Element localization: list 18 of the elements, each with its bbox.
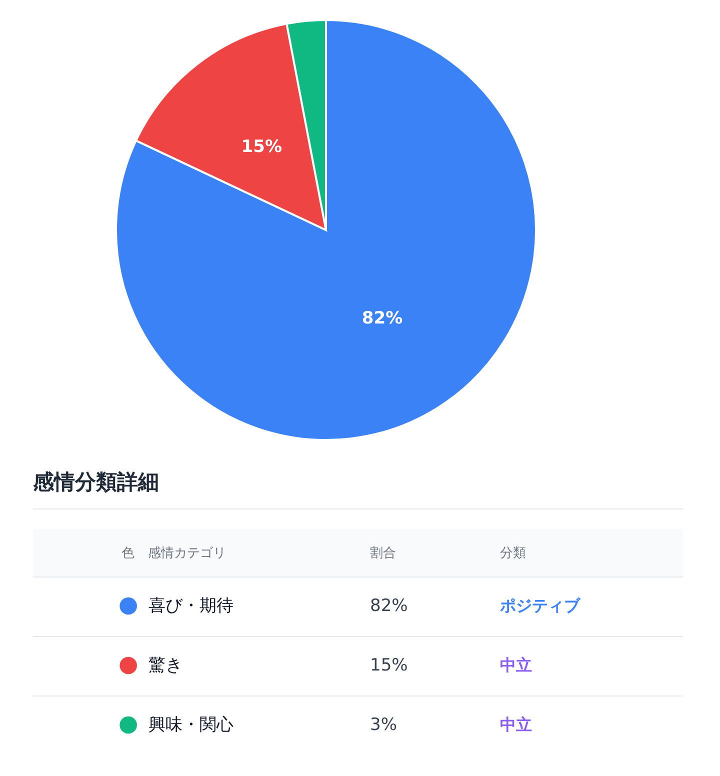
text: 感情カテゴリ [148, 546, 226, 561]
text: 割合 [370, 546, 396, 561]
text: 中立 [500, 656, 532, 674]
data-label: 82% [362, 308, 403, 329]
pie-slice [134, 22, 327, 231]
data-label: 15% [241, 137, 282, 158]
text: 中立 [500, 715, 532, 734]
legend-label: 興味・関心 [148, 715, 234, 735]
text: 分類 [500, 546, 526, 561]
text: 82% [370, 596, 408, 616]
legend-label: 喜び・期待 [148, 596, 234, 616]
legend-label: 驚き [148, 656, 183, 676]
text: 色 [122, 546, 134, 561]
text: 15% [370, 656, 408, 676]
text: ポジティブ [499, 596, 581, 615]
legend-title: 感情分類詳細 [32, 470, 159, 494]
pie-slice [115, 19, 537, 441]
text: 3% [370, 715, 397, 735]
